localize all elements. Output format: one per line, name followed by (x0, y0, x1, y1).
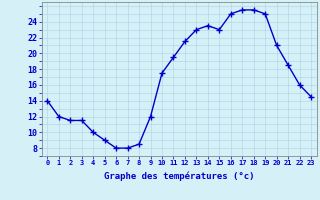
X-axis label: Graphe des températures (°c): Graphe des températures (°c) (104, 172, 254, 181)
